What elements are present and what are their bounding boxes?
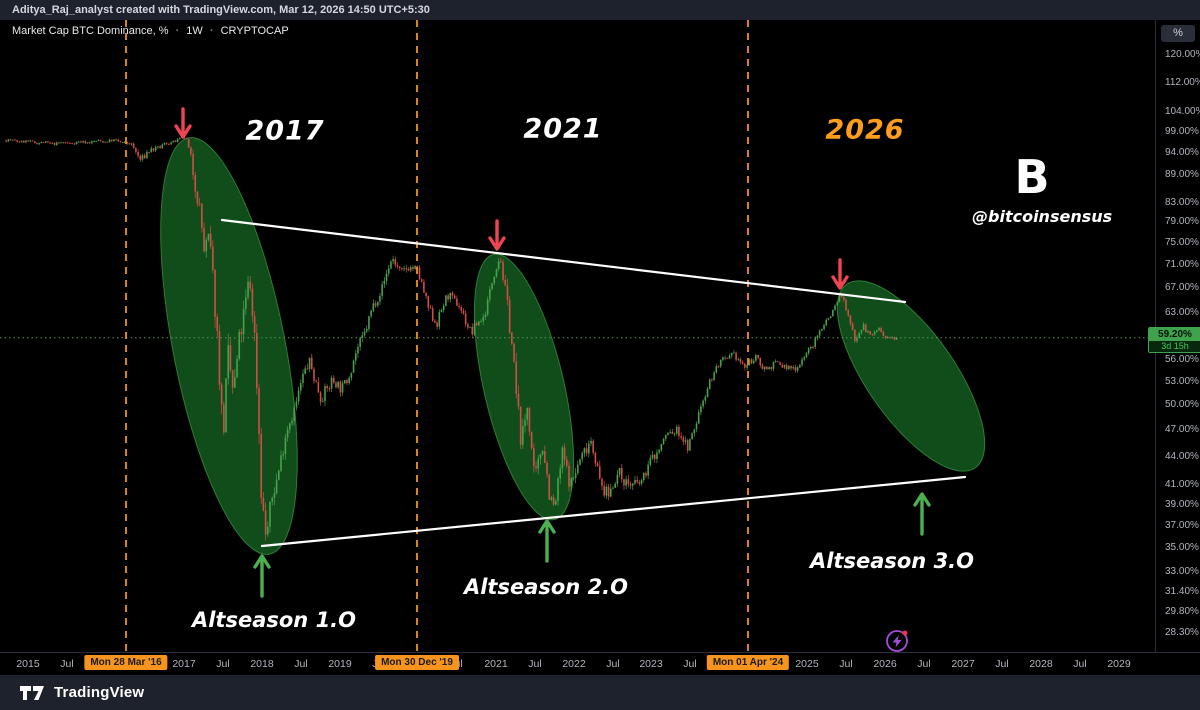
bar-countdown: 3d 15h	[1149, 340, 1200, 352]
time-axis-label: 2028	[1029, 658, 1053, 670]
tradingview-logo-icon[interactable]	[18, 682, 46, 704]
price-tick-label: 41.00%	[1165, 478, 1199, 490]
symbol-interval[interactable]: 1W	[186, 25, 203, 37]
year-label[interactable]: 2026	[825, 114, 905, 146]
attribution-bar: Aditya_Raj_analyst created with TradingV…	[0, 0, 1200, 20]
time-axis-label: 2019	[328, 658, 352, 670]
time-axis-label: 2015	[16, 658, 40, 670]
symbol-title[interactable]: Market Cap BTC Dominance, %	[12, 25, 169, 37]
percent-scale-button[interactable]: %	[1161, 25, 1195, 42]
red-down-arrow[interactable]	[488, 219, 506, 251]
time-axis-label: Jul	[917, 658, 931, 670]
time-axis-label: 2029	[1107, 658, 1131, 670]
price-tick-label: 50.00%	[1165, 399, 1199, 411]
attribution-text: Aditya_Raj_analyst created with TradingV…	[12, 4, 430, 16]
red-down-arrow[interactable]	[831, 258, 849, 290]
price-tick-label: 44.00%	[1165, 450, 1199, 462]
legend-separator: ·	[175, 25, 180, 37]
price-tick-label: 71.00%	[1165, 259, 1199, 271]
time-axis-label: 2017	[172, 658, 196, 670]
time-axis-label: 2026	[873, 658, 897, 670]
time-axis-label: Jul	[1073, 658, 1087, 670]
time-axis-label: 2022	[562, 658, 586, 670]
symbol-legend[interactable]: Market Cap BTC Dominance, % · 1W · CRYPT…	[12, 25, 289, 37]
time-axis-label: 2018	[250, 658, 274, 670]
price-tick-label: 63.00%	[1165, 306, 1199, 318]
price-tick-label: 56.00%	[1165, 354, 1199, 366]
watermark-handle: @bitcoinsensus	[972, 207, 1113, 226]
altseason-ellipse[interactable]	[454, 245, 593, 528]
price-tick-label: 75.00%	[1165, 237, 1199, 249]
year-label[interactable]: 2017	[245, 115, 325, 147]
red-down-arrow[interactable]	[174, 107, 192, 139]
altseason-label[interactable]: Altseason 1.O	[191, 608, 357, 632]
green-up-arrow[interactable]	[538, 519, 556, 563]
chart-pane[interactable]: Market Cap BTC Dominance, % · 1W · CRYPT…	[0, 20, 1155, 652]
bitcoinsensus-logo-icon: B	[1014, 150, 1049, 204]
time-axis-label: 2023	[639, 658, 663, 670]
last-price-value: 59.20%	[1149, 327, 1200, 341]
symbol-exchange[interactable]: CRYPTOCAP	[220, 25, 289, 37]
price-tick-label: 37.00%	[1165, 519, 1199, 531]
price-axis[interactable]: % 120.00% 112.00% 104.00% 99.00% 94.00% 89.00…	[1148, 20, 1200, 652]
price-tick-label: 47.00%	[1165, 424, 1199, 436]
time-axis-label: Jul	[294, 658, 308, 670]
time-axis-label: Jul	[839, 658, 853, 670]
price-tick-label: 79.00%	[1165, 216, 1199, 228]
time-marker-box: Mon 30 Dec '19	[375, 655, 459, 670]
price-tick-label: 104.00%	[1165, 106, 1200, 118]
tradingview-brand-text[interactable]: TradingView	[54, 684, 145, 701]
time-marker-box: Mon 01 Apr '24	[706, 655, 790, 670]
price-tick-label: 83.00%	[1165, 196, 1199, 208]
time-axis-label: 2025	[795, 658, 819, 670]
svg-text:B: B	[1014, 152, 1049, 202]
legend-separator: ·	[209, 25, 214, 37]
trendline[interactable]	[220, 218, 907, 304]
price-tick-label: 94.00%	[1165, 146, 1199, 158]
price-tick-label: 89.00%	[1165, 168, 1199, 180]
price-tick-label: 112.00%	[1165, 76, 1200, 88]
altseason-ellipse[interactable]	[811, 259, 1012, 493]
events-lightning-icon[interactable]	[886, 630, 908, 652]
time-axis[interactable]: 2015 Jul 2017 Jul 2018 Jul 2019 Jul Jul 2021 Jul 20…	[0, 652, 1155, 675]
price-tick-label: 35.00%	[1165, 542, 1199, 554]
time-axis-label: 2021	[484, 658, 508, 670]
time-axis-label: Jul	[216, 658, 230, 670]
time-axis-label: Jul	[60, 658, 74, 670]
green-up-arrow[interactable]	[253, 554, 271, 598]
time-marker-box: Mon 28 Mar '16	[84, 655, 168, 670]
price-tick-label: 67.00%	[1165, 282, 1199, 294]
candlestick-series	[5, 134, 898, 541]
time-axis-label: Jul	[995, 658, 1009, 670]
trendline[interactable]	[260, 475, 967, 548]
altseason-label[interactable]: Altseason 3.O	[809, 549, 975, 573]
watermark: B @bitcoinsensus	[972, 150, 1113, 226]
last-price-tag[interactable]: 59.20% 3d 15h	[1148, 326, 1200, 353]
price-tick-label: 99.00%	[1165, 126, 1199, 138]
green-up-arrow[interactable]	[913, 492, 931, 536]
footer-bar: TradingView	[0, 675, 1200, 710]
altseason-label[interactable]: Altseason 2.O	[463, 575, 629, 599]
axis-corner	[1155, 652, 1200, 675]
price-tick-label: 53.00%	[1165, 376, 1199, 388]
price-tick-label: 28.30%	[1165, 627, 1199, 639]
time-axis-label: Jul	[683, 658, 697, 670]
price-tick-label: 31.40%	[1165, 585, 1199, 597]
time-axis-label: Jul	[606, 658, 620, 670]
time-axis-label: Jul	[528, 658, 542, 670]
price-tick-label: 33.00%	[1165, 565, 1199, 577]
price-tick-label: 29.80%	[1165, 606, 1199, 618]
year-label[interactable]: 2021	[523, 113, 603, 145]
chart-canvas[interactable]	[0, 20, 1155, 652]
price-tick-label: 120.00%	[1165, 49, 1200, 61]
price-tick-label: 39.00%	[1165, 498, 1199, 510]
time-axis-label: 2027	[951, 658, 975, 670]
